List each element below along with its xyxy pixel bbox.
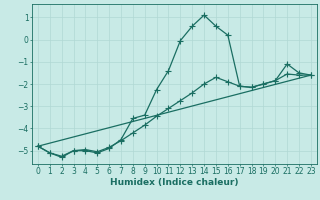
X-axis label: Humidex (Indice chaleur): Humidex (Indice chaleur) bbox=[110, 178, 239, 187]
